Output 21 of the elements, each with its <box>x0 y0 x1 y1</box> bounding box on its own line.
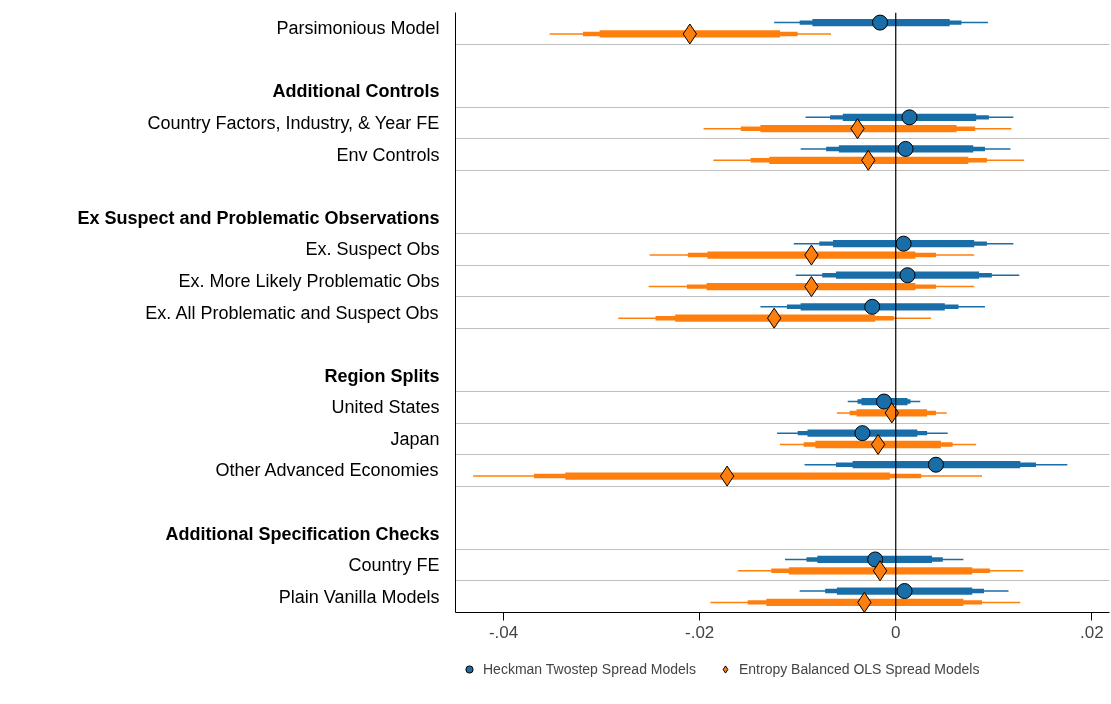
y-tick-label: Additional Controls <box>272 81 440 102</box>
y-tick-label: Env Controls <box>336 144 440 165</box>
y-tick-label: Plain Vanilla Models <box>278 586 440 607</box>
y-tick-label: Parsimonious Model <box>276 18 440 39</box>
y-tick-label: Country Factors, Industry, & Year FE <box>147 113 440 134</box>
y-tick-label: Ex Suspect and Problematic Observations <box>77 207 440 228</box>
legend-label: Entropy Balanced OLS Spread Models <box>738 661 980 677</box>
y-tick-label: Other Advanced Economies <box>215 460 439 481</box>
x-tick-label: .02 <box>1080 622 1104 642</box>
y-tick-label: Japan <box>390 428 440 449</box>
legend-label: Heckman Twostep Spread Models <box>483 661 696 677</box>
y-tick-label: United States <box>331 397 440 418</box>
y-tick-label: Ex. More Likely Problematic Obs <box>178 270 440 291</box>
y-tick-label: Ex. All Problematic and Suspect Obs <box>145 302 439 323</box>
y-tick-label: Ex. Suspect Obs <box>305 239 440 260</box>
x-tick-label: 0 <box>891 622 901 642</box>
y-tick-label: Additional Specification Checks <box>165 523 440 544</box>
x-tick-label: -.04 <box>488 622 519 642</box>
x-tick-label: -.02 <box>685 622 715 642</box>
y-tick-label: Region Splits <box>324 365 440 386</box>
y-tick-label: Country FE <box>348 555 440 576</box>
